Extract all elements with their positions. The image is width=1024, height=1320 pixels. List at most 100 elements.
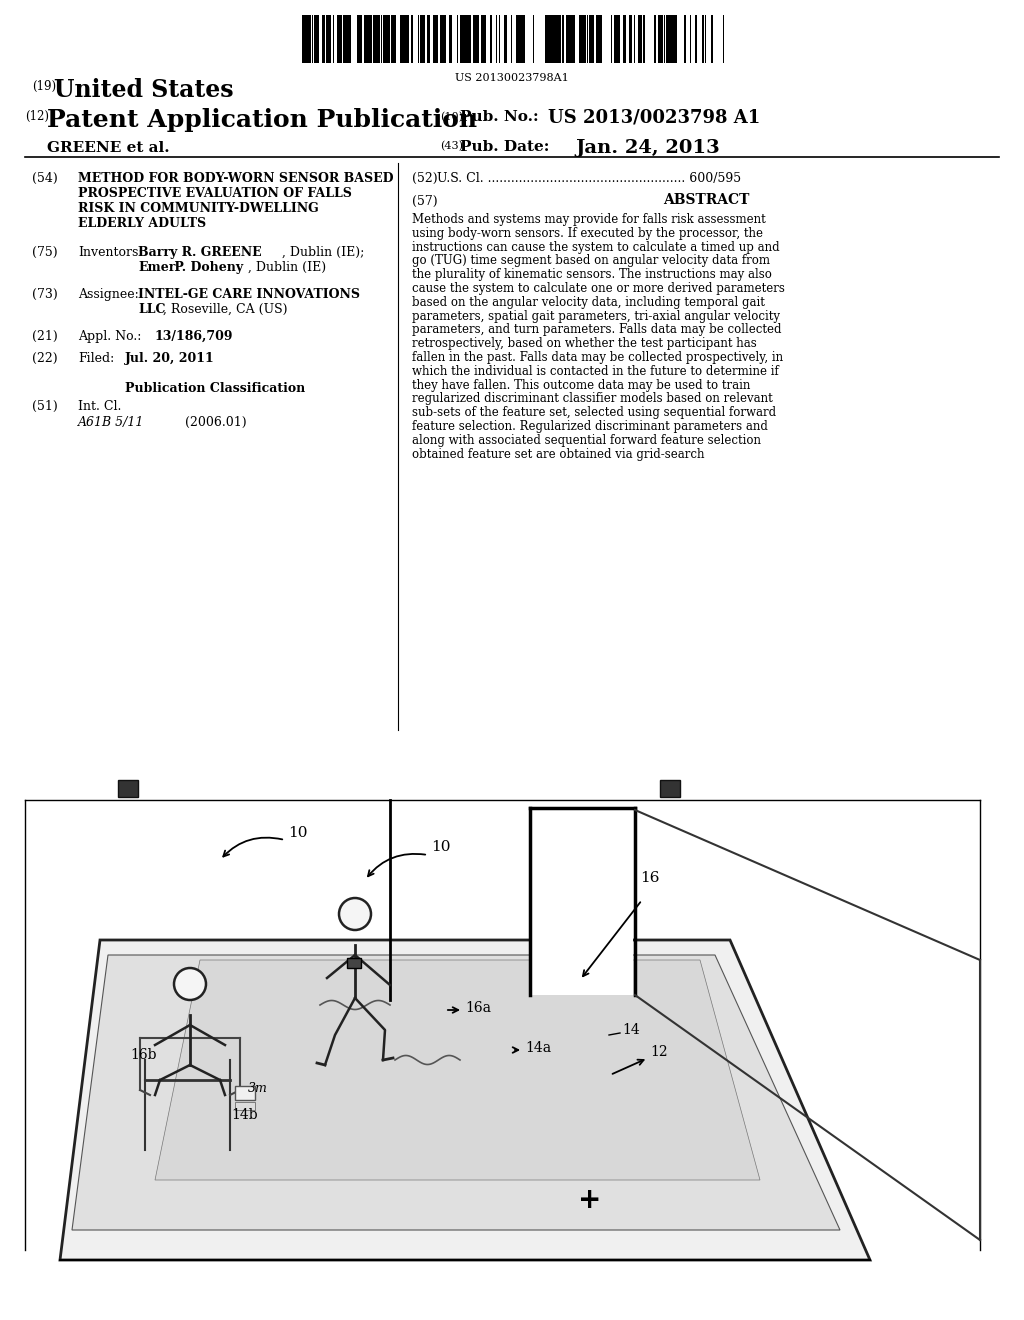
Bar — [234, 1086, 255, 1100]
Bar — [666, 15, 670, 63]
Text: (73): (73) — [32, 288, 57, 301]
Bar — [584, 15, 586, 63]
Bar — [532, 810, 633, 995]
Text: INTEL-GE CARE INNOVATIONS: INTEL-GE CARE INNOVATIONS — [138, 288, 360, 301]
Bar — [387, 15, 390, 63]
Bar — [596, 15, 600, 63]
Bar — [623, 15, 626, 63]
Text: ABSTRACT: ABSTRACT — [663, 193, 750, 207]
Text: based on the angular velocity data, including temporal gait: based on the angular velocity data, incl… — [412, 296, 765, 309]
Text: fallen in the past. Falls data may be collected prospectively, in: fallen in the past. Falls data may be co… — [412, 351, 783, 364]
Text: ELDERLY ADULTS: ELDERLY ADULTS — [78, 216, 206, 230]
Bar — [433, 15, 435, 63]
Text: RISK IN COMMUNITY-DWELLING: RISK IN COMMUNITY-DWELLING — [78, 202, 318, 215]
Text: Pub. Date:: Pub. Date: — [460, 140, 549, 154]
Bar — [638, 15, 642, 63]
Text: , Dublin (IE): , Dublin (IE) — [248, 261, 326, 275]
Bar — [654, 15, 656, 63]
Bar — [305, 15, 309, 63]
Bar — [671, 15, 675, 63]
Bar — [702, 15, 705, 63]
Bar — [317, 15, 319, 63]
Bar — [582, 15, 584, 63]
Text: they have fallen. This outcome data may be used to train: they have fallen. This outcome data may … — [412, 379, 751, 392]
Text: go (TUG) time segment based on angular velocity data from: go (TUG) time segment based on angular v… — [412, 255, 770, 268]
Text: Filed:: Filed: — [78, 352, 115, 366]
Bar — [340, 15, 342, 63]
Text: 13/186,709: 13/186,709 — [155, 330, 233, 343]
Text: parameters, spatial gait parameters, tri-axial angular velocity: parameters, spatial gait parameters, tri… — [412, 310, 780, 322]
Text: (19): (19) — [32, 81, 56, 92]
Text: Appl. No.:: Appl. No.: — [78, 330, 141, 343]
Bar — [475, 15, 478, 63]
Text: US 20130023798A1: US 20130023798A1 — [455, 73, 569, 83]
Text: Emer: Emer — [138, 261, 175, 275]
Bar — [435, 15, 437, 63]
Bar — [374, 15, 376, 63]
Text: using body-worn sensors. If executed by the processor, the: using body-worn sensors. If executed by … — [412, 227, 763, 240]
Text: U.S. Cl. ................................................... 600/595: U.S. Cl. ...............................… — [437, 172, 741, 185]
Text: Barry R. GREENE: Barry R. GREENE — [138, 246, 261, 259]
Bar — [300, 15, 724, 63]
Bar — [630, 15, 632, 63]
Bar — [411, 15, 413, 63]
Text: the plurality of kinematic sensors. The instructions may also: the plurality of kinematic sensors. The … — [412, 268, 772, 281]
Text: instructions can cause the system to calculate a timed up and: instructions can cause the system to cal… — [412, 240, 779, 253]
Text: GREENE et al.: GREENE et al. — [47, 141, 170, 154]
Bar — [349, 15, 351, 63]
Bar — [303, 15, 305, 63]
Polygon shape — [155, 960, 760, 1180]
Bar — [420, 15, 424, 63]
Text: Methods and systems may provide for falls risk assessment: Methods and systems may provide for fall… — [412, 213, 766, 226]
Bar — [393, 15, 395, 63]
Text: sub-sets of the feature set, selected using sequential forward: sub-sets of the feature set, selected us… — [412, 407, 776, 420]
Text: 14b: 14b — [231, 1107, 258, 1122]
Bar — [118, 780, 138, 797]
Bar — [660, 780, 680, 797]
Bar — [658, 15, 662, 63]
Text: Patent Application Publication: Patent Application Publication — [47, 108, 477, 132]
Bar — [615, 15, 618, 63]
Bar — [449, 15, 452, 63]
Bar — [406, 15, 409, 63]
Text: Publication Classification: Publication Classification — [125, 381, 305, 395]
Text: Jan. 24, 2013: Jan. 24, 2013 — [575, 139, 720, 157]
Text: , Roseville, CA (US): , Roseville, CA (US) — [163, 304, 288, 315]
Text: LLC: LLC — [138, 304, 166, 315]
Circle shape — [174, 968, 206, 1001]
Text: US 2013/0023798 A1: US 2013/0023798 A1 — [548, 110, 760, 127]
Text: 10: 10 — [431, 840, 451, 854]
Text: 12: 12 — [650, 1045, 668, 1059]
Bar — [315, 15, 317, 63]
Text: (51): (51) — [32, 400, 57, 413]
Text: 14a: 14a — [525, 1041, 551, 1055]
Bar — [347, 958, 361, 968]
Text: which the individual is contacted in the future to determine if: which the individual is contacted in the… — [412, 364, 778, 378]
Text: (75): (75) — [32, 246, 57, 259]
Text: regularized discriminant classifier models based on relevant: regularized discriminant classifier mode… — [412, 392, 773, 405]
Bar — [675, 15, 677, 63]
Text: Inventors:: Inventors: — [78, 246, 142, 259]
Bar — [566, 15, 568, 63]
Text: United States: United States — [54, 78, 233, 102]
Text: feature selection. Regularized discriminant parameters and: feature selection. Regularized discrimin… — [412, 420, 768, 433]
Text: Assignee:: Assignee: — [78, 288, 138, 301]
Text: (52): (52) — [412, 172, 437, 185]
Polygon shape — [60, 940, 870, 1261]
Bar — [547, 15, 551, 63]
Text: Pub. No.:: Pub. No.: — [460, 110, 539, 124]
Bar — [684, 15, 686, 63]
Bar — [440, 15, 442, 63]
Bar — [520, 15, 522, 63]
Text: (43): (43) — [440, 141, 463, 152]
Text: Jul. 20, 2011: Jul. 20, 2011 — [125, 352, 215, 366]
Text: (10): (10) — [440, 112, 463, 123]
Bar — [384, 15, 387, 63]
Bar — [473, 15, 475, 63]
Text: (54): (54) — [32, 172, 57, 185]
Bar — [377, 15, 379, 63]
Bar — [366, 15, 368, 63]
Text: 10: 10 — [288, 826, 307, 840]
Text: retrospectively, based on whether the test participant has: retrospectively, based on whether the te… — [412, 337, 757, 350]
Bar — [234, 1102, 255, 1110]
